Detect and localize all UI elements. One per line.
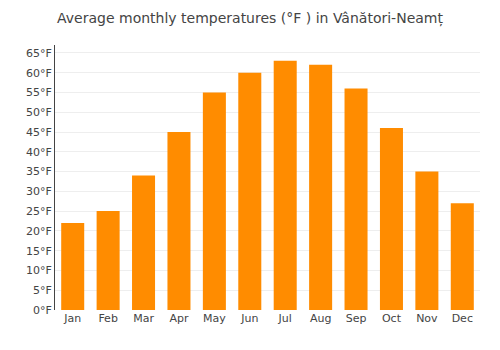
svg-text:Sep: Sep [346, 312, 367, 325]
svg-text:35°F: 35°F [26, 165, 52, 178]
svg-text:0°F: 0°F [33, 304, 52, 317]
svg-text:10°F: 10°F [26, 264, 52, 277]
svg-text:Jun: Jun [240, 312, 258, 325]
svg-text:50°F: 50°F [26, 106, 52, 119]
svg-text:May: May [203, 312, 226, 325]
svg-text:60°F: 60°F [26, 67, 52, 80]
svg-text:45°F: 45°F [26, 126, 52, 139]
svg-text:Feb: Feb [98, 312, 117, 325]
svg-text:Oct: Oct [382, 312, 402, 325]
svg-text:40°F: 40°F [26, 146, 52, 159]
svg-text:Nov: Nov [416, 312, 438, 325]
svg-text:Dec: Dec [452, 312, 473, 325]
svg-text:Apr: Apr [169, 312, 189, 325]
svg-text:Aug: Aug [310, 312, 331, 325]
svg-text:30°F: 30°F [26, 185, 52, 198]
svg-text:65°F: 65°F [26, 47, 52, 60]
svg-text:15°F: 15°F [26, 245, 52, 258]
svg-text:Average monthly temperatures (: Average monthly temperatures (°F ) in Vâ… [57, 10, 443, 27]
svg-text:25°F: 25°F [26, 205, 52, 218]
svg-text:5°F: 5°F [33, 284, 52, 297]
svg-text:55°F: 55°F [26, 86, 52, 99]
svg-text:20°F: 20°F [26, 225, 52, 238]
svg-text:Jan: Jan [63, 312, 81, 325]
svg-text:Mar: Mar [133, 312, 154, 325]
svg-text:Jul: Jul [278, 312, 292, 325]
